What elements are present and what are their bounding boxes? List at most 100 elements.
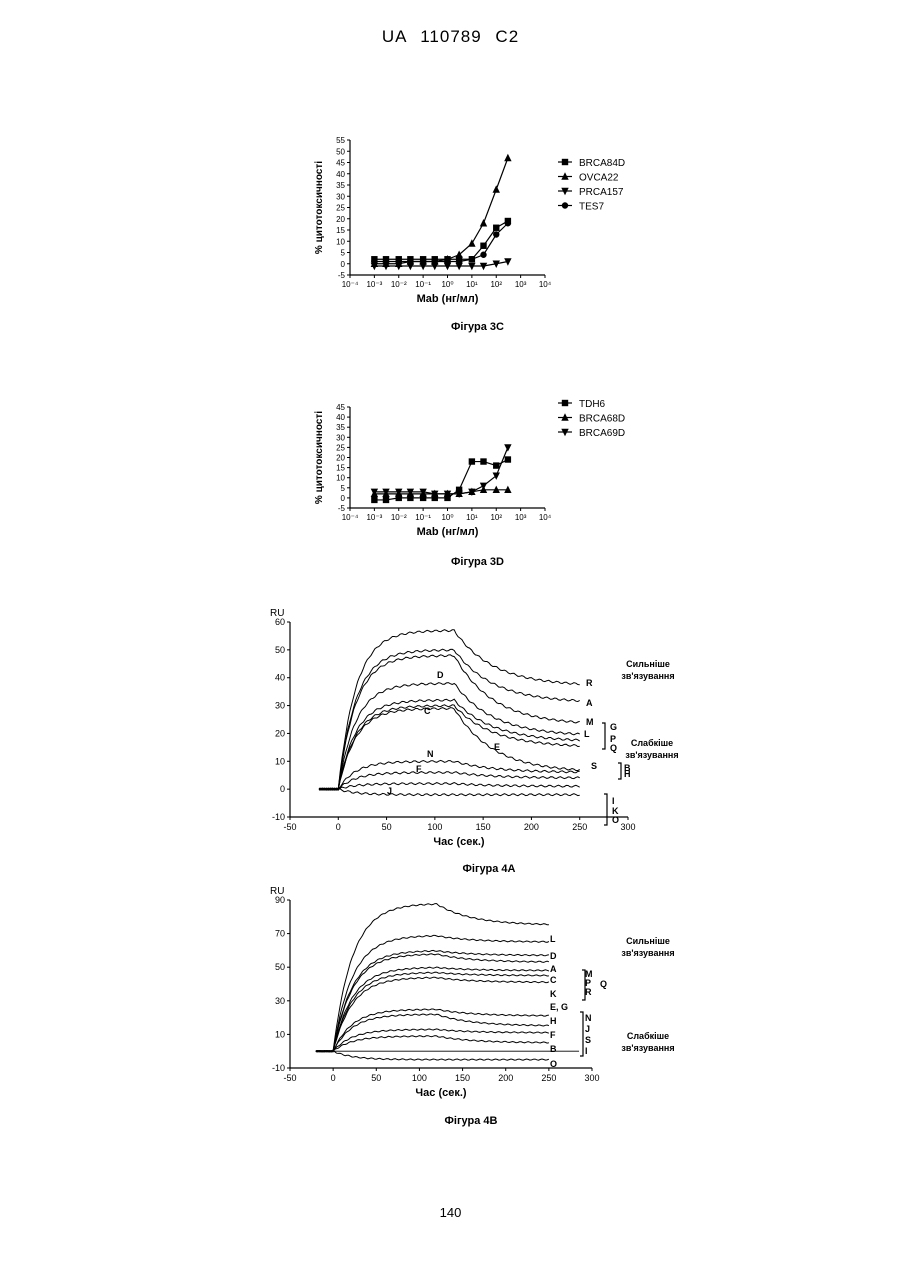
x-tick-label: 10¹ (466, 513, 478, 522)
data-point-TES7 (396, 258, 402, 264)
x-tick-label: 200 (524, 822, 539, 832)
sensorgram-curve-J (319, 783, 580, 791)
annotation-weak-line2: зв'язування (625, 750, 678, 760)
x-axis-label: Час (сек.) (433, 836, 484, 848)
y-tick-label: 45 (336, 159, 345, 168)
x-tick-label: 250 (572, 822, 587, 832)
y-tick-label: 40 (336, 413, 345, 422)
x-axis-label: Mab (нг/мл) (417, 526, 479, 538)
series-line-BRCA84D (374, 221, 508, 259)
data-point-BRCA84D (480, 243, 486, 249)
x-axis-label: Mab (нг/мл) (417, 293, 479, 305)
x-tick-label: 10⁻¹ (415, 280, 431, 289)
curve-end-label: A (550, 964, 557, 974)
figure-3d-chart: -505101520253035404510⁻⁴10⁻³10⁻²10⁻¹10⁰1… (0, 395, 901, 595)
annotation-weak-line1: Слабкіше (627, 1031, 669, 1041)
y-tick-label: 25 (336, 443, 345, 452)
curve-end-label: K (550, 989, 557, 999)
bracket-label: J (585, 1024, 590, 1034)
y-tick-label: 35 (336, 423, 345, 432)
legend-marker-BRCA84D (562, 159, 568, 165)
figure-4b-chart: RU-101030507090-50050100150200250300Час … (0, 880, 901, 1170)
y-tick-label: 30 (275, 701, 285, 711)
x-tick-label: -50 (283, 1073, 296, 1083)
y-tick-label: 60 (275, 617, 285, 627)
x-tick-label: -50 (283, 822, 296, 832)
data-point-TES7 (493, 231, 499, 237)
series-line-BRCA69D (374, 447, 508, 493)
y-tick-label: 25 (336, 204, 345, 213)
data-point-TES7 (407, 258, 413, 264)
annotation-strong-line2: зв'язування (621, 948, 674, 958)
patent-header: UA 110789 C2 (0, 27, 901, 47)
data-point-OVCA22 (504, 154, 511, 161)
y-tick-label: 10 (275, 1029, 285, 1039)
curve-end-label: I (612, 796, 615, 806)
bracket-label: R (585, 987, 592, 997)
legend-entry: TES7 (579, 202, 604, 213)
x-tick-label: 250 (541, 1073, 556, 1083)
x-tick-label: 100 (427, 822, 442, 832)
bracket-label: S (585, 1035, 591, 1045)
x-tick-label: 10⁻⁴ (342, 513, 359, 522)
y-tick-label: 0 (341, 260, 346, 269)
x-tick-label: 300 (584, 1073, 599, 1083)
sensorgram-curve-F (319, 772, 580, 791)
bracket-label: N (585, 1013, 592, 1023)
figure-4a-chart: RU-100102030405060-50050100150200250300Ч… (0, 595, 901, 885)
curve-end-label: S (591, 761, 597, 771)
curve-inline-label: E (494, 742, 500, 752)
y-tick-label: 20 (336, 454, 345, 463)
x-tick-label: 0 (331, 1073, 336, 1083)
curve-end-label: Q (610, 743, 617, 753)
x-tick-label: 10⁰ (441, 513, 453, 522)
curve-inline-label: C (424, 706, 431, 716)
y-tick-label: 5 (341, 484, 346, 493)
curve-end-label: H (624, 769, 631, 779)
x-tick-label: 10¹ (466, 280, 478, 289)
y-tick-label: -10 (272, 1063, 285, 1073)
y-axis-label: % цитотоксичності (314, 411, 325, 504)
x-tick-label: 10⁻¹ (415, 513, 431, 522)
annotation-strong-line1: Сильніше (626, 936, 670, 946)
data-point-TES7 (505, 220, 511, 226)
x-tick-label: 10⁴ (539, 513, 552, 522)
y-tick-label: -5 (338, 504, 346, 513)
x-tick-label: 200 (498, 1073, 513, 1083)
y-tick-label: 55 (336, 136, 345, 145)
data-point-TES7 (383, 258, 389, 264)
data-point-TDH6 (493, 462, 499, 468)
x-tick-label: 300 (620, 822, 635, 832)
sensorgram-curve-K (316, 972, 549, 1052)
data-point-OVCA22 (455, 251, 462, 258)
x-tick-label: 150 (476, 822, 491, 832)
legend-marker-TES7 (562, 202, 568, 208)
figure-caption: Фігура 3D (451, 556, 504, 568)
x-tick-label: 10³ (515, 280, 527, 289)
x-tick-label: 10² (490, 513, 502, 522)
x-tick-label: 10⁴ (539, 280, 552, 289)
data-point-TES7 (469, 256, 475, 262)
curve-end-label: D (550, 951, 557, 961)
bracket-iko (604, 794, 607, 825)
curve-end-label: B (550, 1044, 557, 1054)
x-tick-label: 10⁰ (441, 280, 453, 289)
curve-end-label: C (550, 975, 557, 985)
y-tick-label: 10 (336, 474, 345, 483)
sensorgram-curve-N (316, 1029, 549, 1052)
sensorgram-curve-M (319, 655, 580, 790)
x-tick-label: 10⁻³ (366, 513, 382, 522)
x-tick-label: 50 (382, 822, 392, 832)
bracket-gpq (602, 723, 605, 749)
y-tick-label: 30 (275, 996, 285, 1006)
curve-end-label: E, G (550, 1002, 568, 1012)
curve-end-label: G (610, 722, 617, 732)
x-tick-label: 150 (455, 1073, 470, 1083)
y-tick-label: 10 (336, 237, 345, 246)
y-tick-label: 40 (275, 673, 285, 683)
annotation-weak-line2: зв'язування (621, 1043, 674, 1053)
legend-entry: BRCA69D (579, 428, 625, 439)
y-tick-label: 15 (336, 226, 345, 235)
sensorgram-curve-H (316, 1009, 549, 1052)
curve-end-label: L (584, 729, 590, 739)
